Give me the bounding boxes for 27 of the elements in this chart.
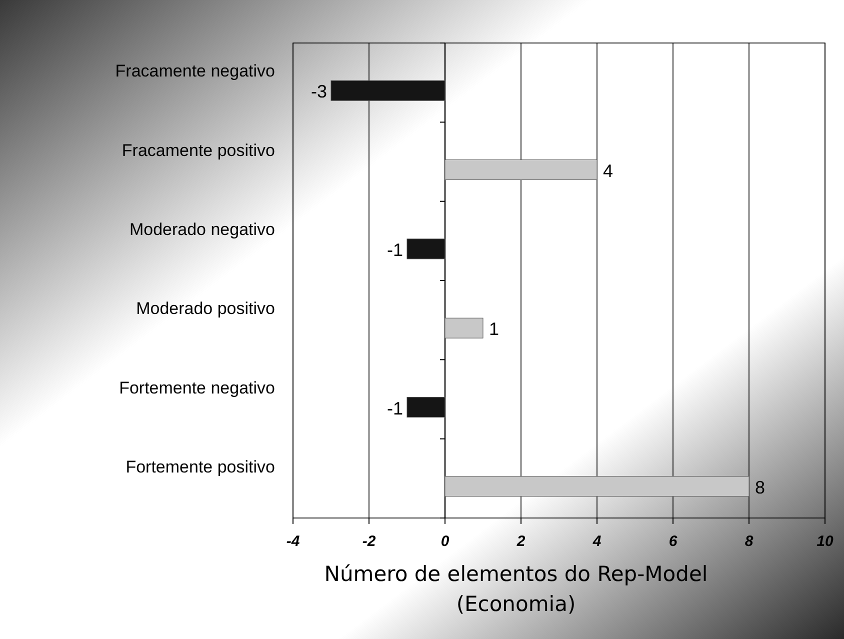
data-label: 4: [603, 160, 614, 181]
x-axis-title: Número de elementos do Rep-Model (Economia): [324, 562, 708, 616]
data-label: 1: [489, 319, 500, 340]
bar: [406, 238, 446, 260]
bar: [444, 160, 598, 180]
x-tick-label: -2: [362, 533, 376, 550]
x-tick-label: -4: [286, 533, 300, 550]
x-tick-label: 4: [592, 533, 602, 550]
x-tick-label: 0: [440, 533, 450, 550]
y-tick-label: Moderado positivo: [136, 299, 275, 318]
y-tick-label: Fracamente negativo: [115, 62, 275, 81]
bar: [330, 80, 446, 101]
bar: [444, 476, 750, 497]
x-tick-label: 2: [516, 533, 526, 550]
y-tick-label: Fortemente positivo: [126, 457, 275, 476]
data-label: -1: [386, 240, 403, 260]
x-tick-label: 8: [744, 533, 754, 550]
data-label: -3: [310, 82, 327, 102]
bar: [444, 318, 484, 338]
data-label: -1: [386, 398, 403, 418]
y-tick-label: Fortemente negativo: [119, 378, 275, 398]
data-label: 8: [755, 477, 766, 498]
x-tick-label: 10: [816, 533, 834, 550]
y-tick-label: Moderado negativo: [129, 220, 275, 239]
bar: [406, 397, 446, 418]
y-tick-label: Fracamente positivo: [122, 140, 275, 160]
x-tick-label: 6: [668, 533, 678, 550]
